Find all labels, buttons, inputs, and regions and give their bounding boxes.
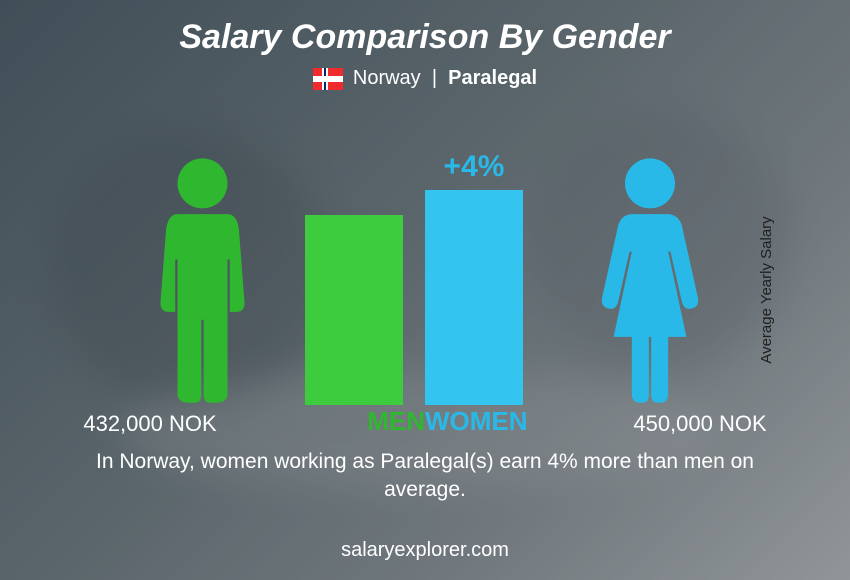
subtitle-row: Norway | Paralegal [0,67,850,90]
page-title: Salary Comparison By Gender [0,0,850,57]
subtitle-text: Norway | Paralegal [353,67,537,90]
infographic-container: Salary Comparison By Gender Norway | Par… [0,0,850,580]
job-title: Paralegal [448,67,537,89]
norway-flag-icon [313,68,343,90]
y-axis-label: Average Yearly Salary [758,216,775,363]
country-name: Norway [353,67,421,89]
footer-source: salaryexplorer.com [0,539,850,562]
description-text: In Norway, women working as Paralegal(s)… [0,448,850,505]
bar-male [305,215,403,405]
male-person-icon [145,155,260,405]
bar-female [425,190,523,405]
chart-area: +4% MEN WOMEN 432,000 NOK 450,000 NOK [110,135,740,435]
content: Salary Comparison By Gender Norway | Par… [0,0,850,580]
male-salary: 432,000 NOK [50,411,250,437]
female-person-icon [590,155,710,405]
male-label: MEN [280,406,425,437]
percent-diff-label: +4% [425,150,523,184]
separator: | [432,67,437,89]
female-salary: 450,000 NOK [600,411,800,437]
female-label: WOMEN [425,406,570,437]
